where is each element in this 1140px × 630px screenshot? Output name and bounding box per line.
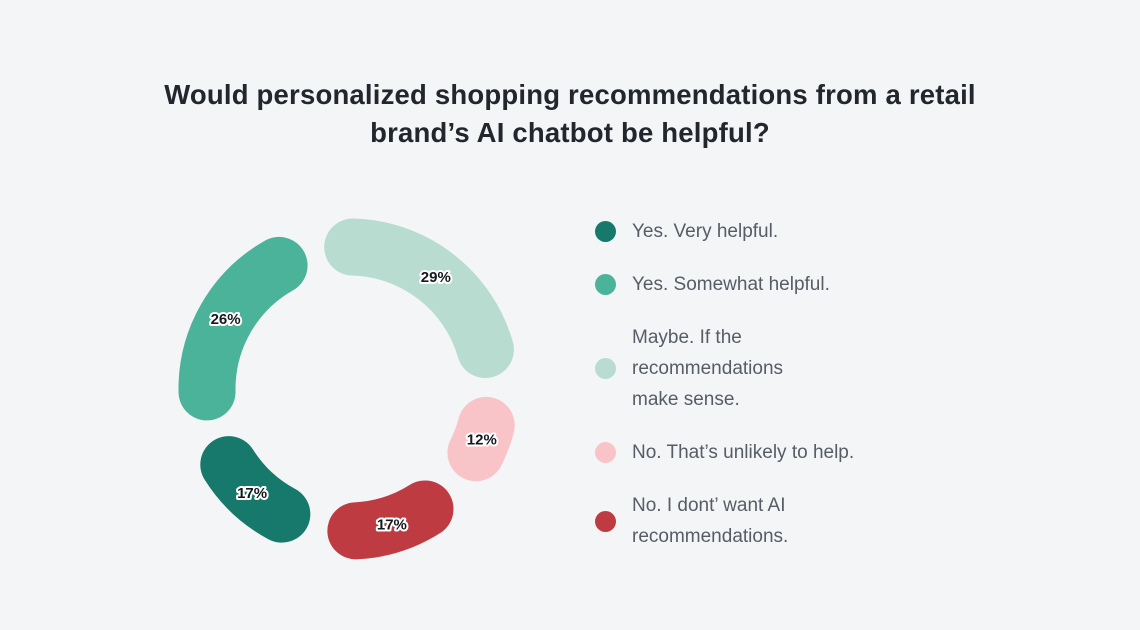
legend-item-no-that-s-unlikely-to-help: No. That’s unlikely to help. — [595, 437, 854, 468]
chart-title: Would personalized shopping recommendati… — [164, 79, 976, 148]
legend-item-no-i-dont-want-ai-recommendations: No. I dont’ want AI recommendations. — [595, 490, 854, 552]
legend-label: No. I dont’ want AI recommendations. — [632, 495, 789, 547]
legend-dot-no-i-dont-want-ai-recommendations — [595, 510, 616, 532]
segment-value-label-yes-somewhat-helpful: 26% — [211, 311, 241, 328]
legend-label: No. That’s unlikely to help. — [632, 442, 855, 463]
legend-label: Yes. Very helpful. — [632, 221, 779, 242]
legend-label: Yes. Somewhat helpful. — [632, 274, 830, 295]
legend-dot-maybe-if-the-recommendations-make-sense — [595, 358, 616, 379]
donut-chart: 29% 12% 17% 17% 26% — [137, 177, 561, 601]
segment-value-label-maybe-if-the-recommendations-make-sense: 29% — [421, 269, 451, 286]
donut-segment-yes-somewhat-helpful — [178, 236, 308, 421]
segment-value-label-no-i-dont-want-ai-recommendations: 17% — [377, 517, 407, 534]
donut-segment-no-i-dont-want-ai-recommendations — [327, 480, 454, 560]
donut-segment-no-that-s-unlikely-to-help — [447, 396, 515, 482]
legend-item-yes-somewhat-helpful: Yes. Somewhat helpful. — [595, 269, 854, 300]
donut-segment-maybe-if-the-recommendations-make-sense — [324, 218, 514, 379]
legend: Yes. Very helpful. Yes. Somewhat helpful.… — [595, 216, 854, 552]
donut-segment-yes-very-helpful — [200, 436, 311, 543]
segment-value-label-yes-very-helpful: 17% — [237, 485, 267, 502]
legend-dot-yes-very-helpful — [595, 221, 616, 242]
legend-item-yes-very-helpful: Yes. Very helpful. — [595, 216, 854, 247]
donut-chart-svg: 29% 12% 17% 17% 26% — [178, 218, 515, 560]
legend-dot-no-that-s-unlikely-to-help — [595, 442, 616, 463]
legend-label: Maybe. If the recommendations make sense… — [632, 327, 784, 410]
segment-value-label-no-that-s-unlikely-to-help: 12% — [467, 432, 497, 449]
legend-dot-yes-somewhat-helpful — [595, 274, 616, 295]
legend-item-maybe-if-the-recommendations-make-sense: Maybe. If the recommendations make sense… — [595, 322, 854, 415]
